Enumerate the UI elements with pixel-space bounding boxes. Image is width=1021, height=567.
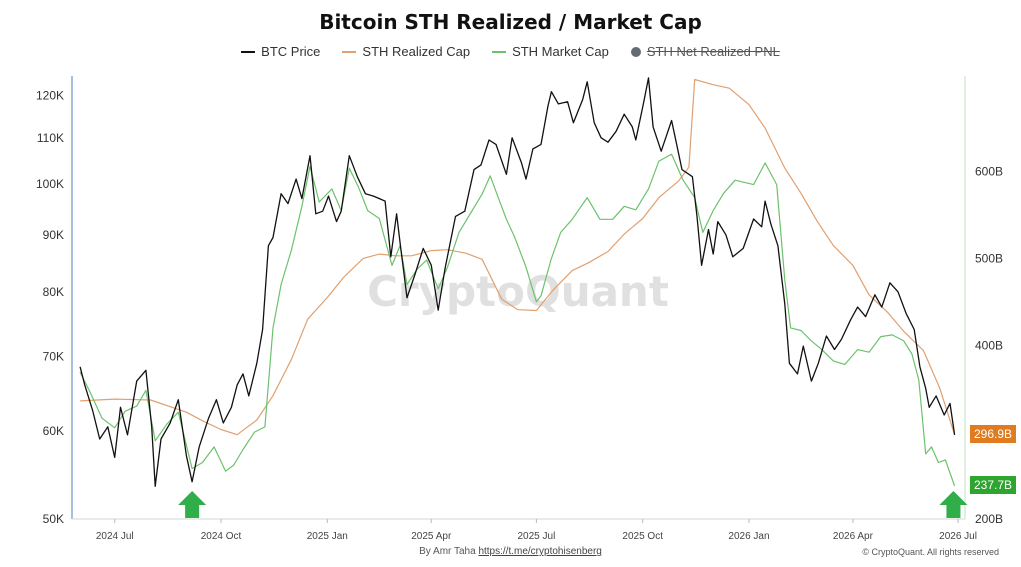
copyright-notice: © CryptoQuant. All rights reserved <box>862 547 999 557</box>
sth-market-cap-value-badge: 237.7B <box>970 475 1017 494</box>
y-right-tick-label: 500B <box>975 251 1003 265</box>
y-right-tick-label: 600B <box>975 165 1003 179</box>
bottom-arrow-right <box>939 491 968 518</box>
chart-legend: BTC Price STH Realized Cap STH Market Cap S… <box>0 44 1021 59</box>
legend-line-icon <box>241 50 256 53</box>
chart-credit: By Amr Taha https://t.me/cryptohisenberg <box>0 546 1021 557</box>
legend-label: STH Realized Cap <box>362 44 471 59</box>
author-credit-text: By Amr Taha <box>419 546 479 557</box>
y-left-tick-label: 70K <box>43 349 64 363</box>
y-left-tick-label: 50K <box>43 512 64 526</box>
bottom-arrow-left <box>178 491 207 518</box>
legend-line-icon <box>492 50 507 53</box>
author-link[interactable]: https://t.me/cryptohisenberg <box>478 546 602 557</box>
btc-price-line <box>79 77 956 487</box>
x-tick-label: 2026 Jan <box>728 531 769 542</box>
sth-market-cap-line <box>79 153 956 487</box>
legend-item-sth-market-cap[interactable]: STH Market Cap <box>492 44 609 59</box>
x-tick-label: 2024 Oct <box>201 531 242 542</box>
sth-realized-cap-value-badge: 296.9B <box>970 424 1017 443</box>
legend-dot-icon <box>630 46 641 57</box>
y-left-tick-label: 110K <box>37 131 64 145</box>
y-right-tick-label: 200B <box>975 512 1003 526</box>
y-left-tick-label: 60K <box>43 424 64 438</box>
x-tick-label: 2025 Jul <box>517 531 555 542</box>
y-left-tick-label: 80K <box>43 285 64 299</box>
legend-line-icon <box>342 50 357 53</box>
chart-title: Bitcoin STH Realized / Market Cap <box>319 10 702 34</box>
y-left-tick-label: 90K <box>43 228 64 242</box>
legend-label: STH Net Realized PNL <box>646 44 780 59</box>
x-tick-label: 2026 Apr <box>833 531 874 542</box>
y-left-tick-label: 100K <box>36 177 64 191</box>
watermark-text: CryptoQuant <box>367 267 669 316</box>
x-tick-label: 2024 Jul <box>96 531 134 542</box>
y-left-tick-label: 120K <box>36 89 64 103</box>
x-tick-label: 2025 Oct <box>622 531 663 542</box>
x-tick-label: 2025 Jan <box>307 531 348 542</box>
x-tick-label: 2025 Apr <box>411 531 452 542</box>
legend-label: STH Market Cap <box>512 44 609 59</box>
sth-realized-cap-line <box>80 78 956 436</box>
y-right-tick-label: 400B <box>975 338 1003 352</box>
legend-item-sth-net-realized-pnl[interactable]: STH Net Realized PNL <box>630 44 780 59</box>
legend-label: BTC Price <box>261 44 321 59</box>
x-tick-label: 2026 Jul <box>939 531 977 542</box>
legend-item-sth-realized-cap[interactable]: STH Realized Cap <box>342 44 470 59</box>
legend-item-btc-price[interactable]: BTC Price <box>241 44 320 59</box>
